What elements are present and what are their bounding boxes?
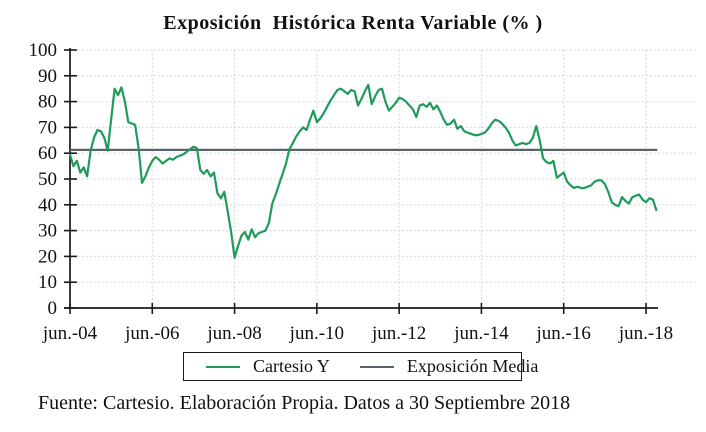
y-tick-label: 80 bbox=[38, 92, 57, 113]
y-tick-label: 10 bbox=[38, 272, 57, 293]
y-tick-label: 70 bbox=[38, 117, 57, 138]
x-tick-label: jun.-14 bbox=[453, 323, 509, 344]
y-tick-label: 100 bbox=[29, 40, 58, 61]
x-tick-label: jun.-10 bbox=[289, 323, 344, 344]
legend-line-sample-cartesio-y bbox=[206, 365, 240, 368]
y-tick-label: 90 bbox=[38, 66, 57, 87]
y-tick-label: 50 bbox=[38, 169, 57, 190]
chart-title: Exposición Histórica Renta Variable (% ) bbox=[163, 12, 543, 34]
x-tick-label: jun.-04 bbox=[42, 323, 98, 344]
y-tick-label: 60 bbox=[38, 143, 57, 164]
x-tick-label: jun.-18 bbox=[618, 323, 673, 344]
series-line-cartesio-y bbox=[68, 83, 658, 259]
source-note: Fuente: Cartesio. Elaboración Propia. Da… bbox=[38, 392, 571, 414]
x-tick-label: jun.-16 bbox=[536, 323, 591, 344]
legend-label-exposicion-media: Exposición Media bbox=[406, 356, 539, 376]
y-tick-label: 40 bbox=[38, 195, 57, 216]
legend-label-cartesio-y: Cartesio Y bbox=[253, 356, 330, 376]
y-tick-label: 30 bbox=[38, 221, 57, 242]
plot-area: jun.-04 jun.-06 jun.-08 jun.-10 jun.-12 jun.-… bbox=[29, 40, 698, 344]
legend: Cartesio Y Exposición Media bbox=[183, 352, 538, 381]
x-tick-label: jun.-12 bbox=[371, 323, 426, 344]
legend-line-sample-exposicion-media bbox=[359, 365, 394, 368]
x-tick-label: jun.-08 bbox=[206, 323, 261, 344]
y-tick-label: 20 bbox=[38, 246, 57, 267]
x-tick-label: jun.-06 bbox=[124, 323, 179, 344]
y-tick-label: 0 bbox=[48, 298, 58, 319]
